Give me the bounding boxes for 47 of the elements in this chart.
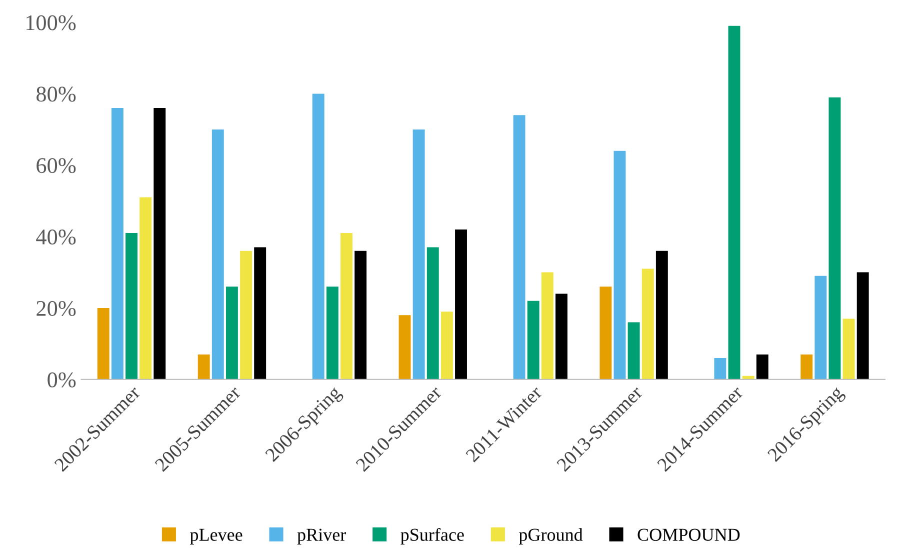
bar <box>126 233 138 380</box>
bar <box>656 250 668 380</box>
bar <box>555 294 568 380</box>
bar <box>600 286 612 380</box>
bar <box>154 108 166 380</box>
bar <box>828 97 841 380</box>
y-tick-label: 0% <box>48 372 76 388</box>
bar <box>326 286 338 380</box>
bar <box>354 250 367 380</box>
bar <box>756 354 768 380</box>
legend-label: pGround <box>518 528 583 545</box>
y-tick-label: 60% <box>36 158 76 174</box>
bar <box>440 312 453 380</box>
bar <box>140 197 152 380</box>
legend-label: pLevee <box>190 528 242 545</box>
bar <box>111 108 124 380</box>
bar <box>426 247 439 380</box>
bar <box>212 129 224 380</box>
y-tick-label: 20% <box>36 300 76 316</box>
bar <box>728 26 740 380</box>
bar <box>814 276 827 380</box>
bar <box>541 272 554 380</box>
bar <box>642 268 654 380</box>
bar <box>240 250 252 380</box>
bar <box>628 322 640 380</box>
bar <box>455 229 467 380</box>
bar <box>412 129 425 380</box>
bar <box>97 308 110 380</box>
bar <box>398 315 411 380</box>
bar <box>312 94 324 380</box>
bar <box>198 354 210 380</box>
bar <box>842 318 855 380</box>
bar <box>254 247 266 380</box>
legend-label: COMPOUND <box>638 528 740 541</box>
legend-label: pRiver <box>297 528 346 545</box>
bar <box>714 358 726 380</box>
bar <box>614 150 626 380</box>
bar <box>856 272 869 380</box>
bar <box>226 286 238 380</box>
bar <box>527 300 540 380</box>
y-tick-label: 80% <box>36 86 76 102</box>
bar <box>340 233 352 380</box>
bar <box>800 354 813 380</box>
y-tick-label: 40% <box>36 230 76 245</box>
bar <box>513 115 526 380</box>
legend-label: pSurface <box>400 528 464 545</box>
y-tick-label: 100% <box>26 15 76 30</box>
